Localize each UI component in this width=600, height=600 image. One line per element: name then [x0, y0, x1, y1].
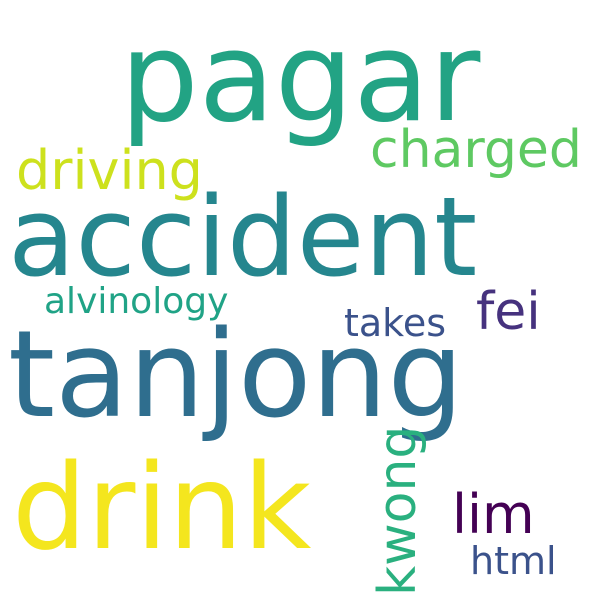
- word-alvinology: alvinology: [44, 281, 229, 322]
- word-accident: accident: [8, 173, 478, 301]
- word-fei: fei: [476, 282, 541, 342]
- word-takes: takes: [344, 301, 447, 345]
- word-kwong: kwong: [368, 425, 428, 596]
- word-tanjong: tanjong: [8, 306, 464, 445]
- word-pagar: pagar: [120, 6, 481, 150]
- word-charged: charged: [370, 120, 582, 180]
- word-lim: lim: [452, 483, 535, 546]
- word-drink: drink: [12, 438, 312, 576]
- word-driving: driving: [16, 139, 203, 202]
- word-html: html: [470, 539, 557, 583]
